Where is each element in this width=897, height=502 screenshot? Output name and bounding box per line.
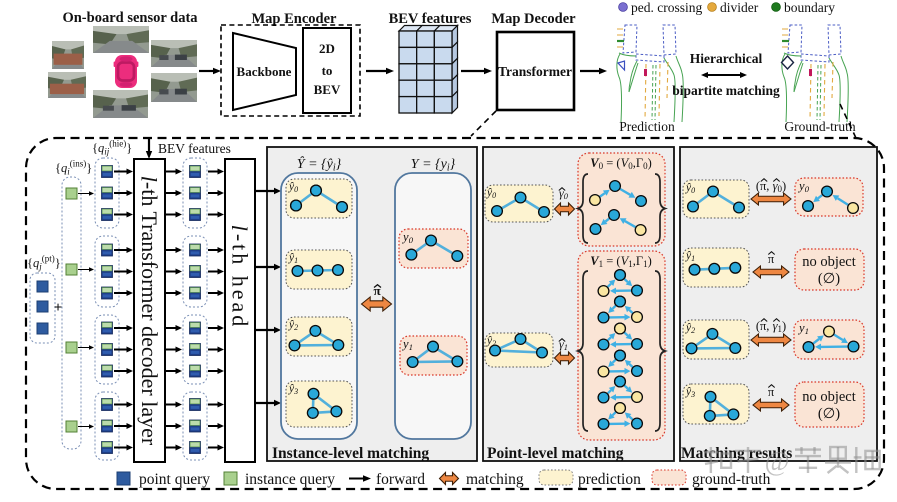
svg-text:On-board sensor data: On-board sensor data xyxy=(62,10,198,26)
svg-text:Ŷ = {ŷi}: Ŷ = {ŷi} xyxy=(297,155,342,174)
svg-text:BEV: BEV xyxy=(314,82,341,97)
svg-text:Prediction: Prediction xyxy=(619,119,675,134)
svg-text:ped. crossing: ped. crossing xyxy=(631,0,702,15)
svg-text:Backbone: Backbone xyxy=(237,64,292,79)
svg-text:no object: no object xyxy=(802,254,856,270)
svg-text:l-th Transformer decoder layer: l-th Transformer decoder layer xyxy=(137,176,162,446)
svg-text:Point-level matching: Point-level matching xyxy=(487,445,624,462)
svg-text:+: + xyxy=(54,300,63,316)
svg-text:(∅): (∅) xyxy=(818,406,840,422)
svg-text:no object: no object xyxy=(802,389,856,405)
svg-text:boundary: boundary xyxy=(784,0,835,15)
svg-text:divider: divider xyxy=(720,0,759,15)
svg-text:(π, γ1): (π, γ1) xyxy=(756,319,786,334)
svg-text:point query: point query xyxy=(139,471,210,488)
svg-text:Map Decoder: Map Decoder xyxy=(491,11,576,27)
svg-text:@: @ xyxy=(765,446,790,476)
svg-text:Y = {yi}: Y = {yi} xyxy=(411,157,456,174)
svg-text:forward: forward xyxy=(376,471,425,488)
svg-text:matching: matching xyxy=(466,471,524,488)
svg-text:2D: 2D xyxy=(319,41,335,56)
svg-text:ground-truth: ground-truth xyxy=(692,471,771,488)
svg-text:bipartite matching: bipartite matching xyxy=(672,83,780,98)
svg-text:to: to xyxy=(322,63,333,78)
svg-text:l-th head: l-th head xyxy=(228,225,253,330)
svg-text:(π, γ0): (π, γ0) xyxy=(756,179,786,194)
svg-text:Ground-truth: Ground-truth xyxy=(784,119,855,134)
svg-text:instance query: instance query xyxy=(245,471,335,488)
svg-text:prediction: prediction xyxy=(578,471,641,488)
svg-text:BEV features: BEV features xyxy=(389,11,472,27)
svg-text:(∅): (∅) xyxy=(818,271,840,287)
svg-text:BEV features: BEV features xyxy=(158,141,231,156)
svg-text:Transformer: Transformer xyxy=(498,64,572,79)
svg-text:Hierarchical: Hierarchical xyxy=(690,51,763,66)
svg-text:Instance-level matching: Instance-level matching xyxy=(272,445,429,462)
